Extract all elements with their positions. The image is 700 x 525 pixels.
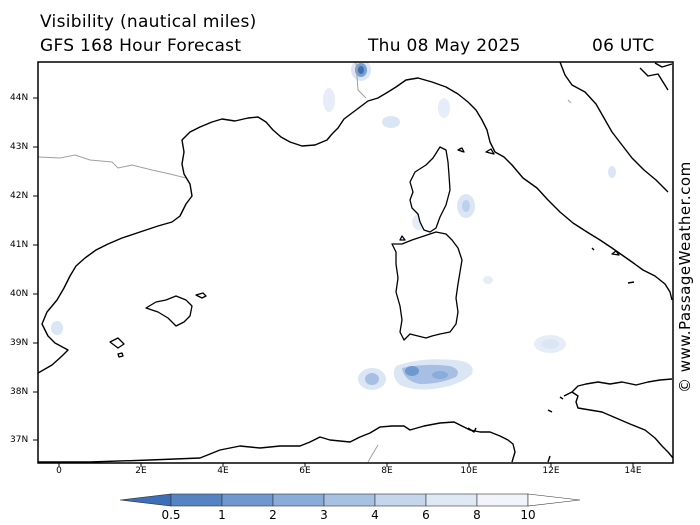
lon-label: 14E — [624, 466, 642, 476]
legend-label: 2 — [269, 508, 277, 522]
lat-label: 39N — [10, 338, 29, 348]
legend-label: 4 — [371, 508, 379, 522]
elba-island — [485, 148, 495, 155]
lat-label: 38N — [10, 387, 29, 397]
sardinia-island — [391, 231, 463, 341]
map-frame-bg — [38, 62, 673, 463]
forecast-time: 06 UTC — [592, 36, 655, 56]
mallorca-island — [145, 295, 193, 327]
forecast-model-title: GFS 168 Hour Forecast — [40, 36, 242, 56]
lon-label: 4E — [217, 466, 229, 476]
ibiza-island — [109, 337, 125, 349]
chart-variable-title: Visibility (nautical miles) — [40, 12, 257, 32]
lon-label: 2E — [135, 466, 147, 476]
lon-label: 8E — [381, 466, 393, 476]
legend-colorbar — [119, 493, 581, 507]
axis-ticks — [33, 97, 634, 467]
legend-label: 10 — [520, 508, 536, 522]
map-frame — [37, 61, 674, 464]
forecast-date: Thu 08 May 2025 — [368, 36, 521, 56]
islands — [109, 146, 620, 358]
lon-label: 6E — [299, 466, 311, 476]
country-borders — [38, 62, 572, 463]
asinara-island — [399, 235, 406, 241]
legend-label: 0.5 — [161, 508, 181, 522]
site-credit: © www.PassageWeather.com — [676, 161, 694, 393]
lat-label: 40N — [10, 289, 29, 299]
lon-label: 0 — [56, 466, 62, 476]
legend-label: 8 — [473, 508, 481, 522]
ischia-island — [611, 250, 620, 256]
formentera-island — [117, 352, 124, 358]
capraia-island — [457, 147, 465, 153]
lon-label: 10E — [460, 466, 478, 476]
corsica-island — [409, 146, 451, 233]
legend-label: 3 — [320, 508, 328, 522]
lat-label: 44N — [10, 93, 29, 103]
lat-label: 41N — [10, 240, 29, 250]
menorca-island — [195, 292, 207, 299]
lat-label: 42N — [10, 191, 29, 201]
lat-label: 43N — [10, 142, 29, 152]
legend-label: 1 — [218, 508, 226, 522]
lat-label: 37N — [10, 435, 29, 445]
legend-label: 6 — [422, 508, 430, 522]
visibility-shading — [51, 62, 616, 390]
coastlines — [38, 62, 673, 463]
lon-label: 12E — [542, 466, 560, 476]
